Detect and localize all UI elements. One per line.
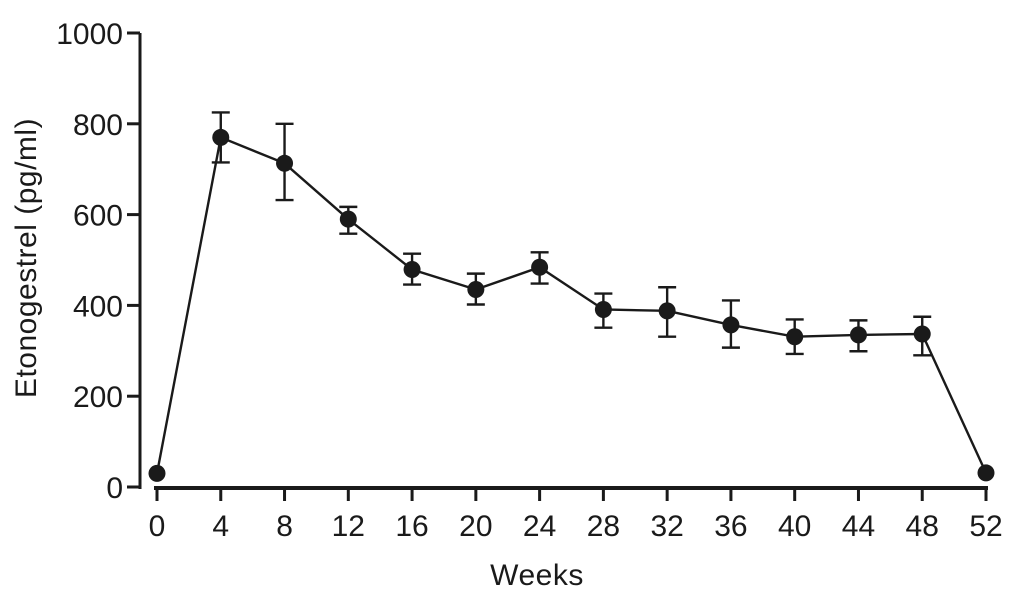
data-point — [722, 316, 740, 334]
y-tick-label: 400 — [73, 290, 123, 323]
data-point — [467, 281, 485, 299]
x-tick-label: 28 — [587, 510, 620, 543]
x-tick-label: 44 — [842, 510, 875, 543]
data-point — [913, 325, 931, 343]
data-point — [977, 464, 995, 482]
data-point — [594, 300, 612, 318]
data-point — [212, 128, 230, 146]
data-point — [786, 328, 804, 346]
series-line — [155, 135, 988, 474]
y-tick-label: 200 — [73, 381, 123, 414]
y-tick-label: 0 — [106, 472, 123, 505]
data-point — [658, 302, 676, 320]
x-tick-label: 48 — [906, 510, 939, 543]
x-axis-title: Weeks — [490, 559, 584, 592]
x-tick-label: 8 — [276, 510, 293, 543]
data-point — [531, 258, 549, 276]
y-tick-label: 600 — [73, 200, 123, 233]
y-tick-label: 800 — [73, 109, 123, 142]
x-tick-label: 36 — [714, 510, 747, 543]
x-tick-label: 4 — [212, 510, 229, 543]
x-tick-label: 32 — [650, 510, 683, 543]
data-point — [403, 261, 421, 279]
y-axis-title: Etonogestrel (pg/ml) — [10, 117, 43, 399]
data-point — [849, 326, 867, 344]
data-point — [339, 210, 357, 228]
x-tick-label: 52 — [969, 510, 1002, 543]
data-point — [276, 154, 294, 172]
x-tick-label: 16 — [395, 510, 428, 543]
x-tick-label: 20 — [459, 510, 492, 543]
x-tick-label: 12 — [332, 510, 365, 543]
x-tick-label: 40 — [778, 510, 811, 543]
data-point — [148, 464, 166, 482]
y-tick-label: 1000 — [56, 18, 123, 51]
x-tick-label: 0 — [149, 510, 166, 543]
x-tick-label: 24 — [523, 510, 556, 543]
